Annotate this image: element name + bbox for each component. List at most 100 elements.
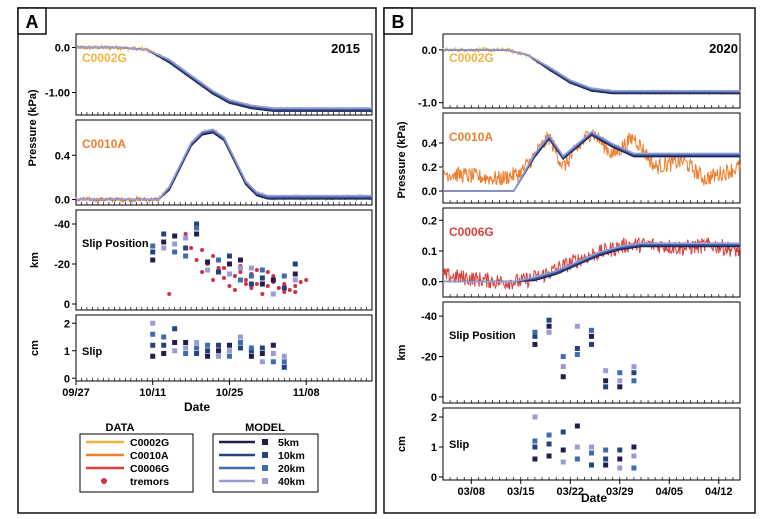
panel-a-subplot-3-model-point (226, 342, 232, 348)
panel-a-subplot-3-model-point (270, 342, 276, 348)
panel-a-frame (17, 7, 377, 514)
panel-b-subplot-3-model-point (560, 364, 566, 370)
panel-b-subplot-3-model-point (617, 370, 623, 376)
panel-a-subplot-2-model-point (292, 271, 298, 277)
panel-a-subplot-2-model-point (183, 235, 189, 241)
panel-b-subplot-0-station-label: C0002G (449, 51, 494, 65)
panel-a-subplot-3-model-point (270, 351, 276, 356)
legend-model-label-40km: 40km (278, 476, 305, 488)
panel-a-subplot-3-model-point (237, 340, 243, 345)
legend-data-label-C0006G: C0006G (130, 463, 169, 475)
panel-b-subplot-4-model-point (532, 438, 538, 444)
panel-a-subplot-2-ylabel: km (29, 252, 41, 268)
panel-a-pressure-label: Pressure (kPa) (27, 89, 39, 166)
panel-a-subplot-3-model-point (183, 351, 189, 356)
panel-a-subplot-2-model-point (237, 277, 243, 283)
legend-model-box (212, 433, 319, 493)
panel-b-subplot-4-model-point (574, 423, 580, 429)
panel-b-xtick-label: 03/08 (458, 486, 486, 498)
panel-a-subplot-1-station-label: C0010A (82, 137, 126, 151)
panel-a-subplot-3-model-point (161, 334, 167, 340)
panel-b-subplot-3-model-point (532, 341, 538, 347)
panel-b-subplot-0-ytick-label: 0.0 (422, 45, 437, 57)
panel-a-subplot-1-ytick-label: 0.0 (55, 194, 70, 206)
panel-a-subplot-2-model-point (172, 241, 178, 247)
panel-b-subplot-3-model-point (574, 352, 580, 358)
panel-b-subplot-4-ytick-label: 0 (431, 472, 437, 484)
panel-a-subplot-3-model-point (270, 359, 276, 365)
panel-b-subplot-0-ytick-label: -1.0 (418, 98, 437, 110)
panel-a-subplot-1-ytick-label: 0.4 (55, 150, 71, 162)
panel-b-frame (383, 7, 756, 514)
panel-b-tag: B (392, 12, 405, 32)
panel-b-subplot-3-model-point (546, 329, 552, 335)
panel-a-subplot-2-tremor (232, 288, 237, 292)
panel-b-subplot-1-station-label: C0010A (449, 130, 493, 144)
panel-a-subplot-2-tremor (271, 274, 276, 278)
panel-b-subplot-4-model-point (560, 447, 566, 453)
panel-a-subplot-2-tremor (183, 232, 188, 236)
legend-model-label-20km: 20km (278, 463, 305, 475)
panel-b-subplot-2-station-label: C0006G (449, 225, 494, 239)
panel-b-subplot-4-model-point (560, 459, 566, 465)
panel-a-xlabel: Date (184, 400, 210, 414)
panel-a-subplot-3-model-point (259, 345, 265, 351)
panel-a-subplot-2-tremor (211, 254, 216, 258)
panel-b-subplot-4-model-point (574, 456, 580, 462)
panel-a-subplot-0-model-40km (76, 46, 372, 109)
panel-a-subplot-2-model-point (172, 233, 178, 239)
panel-b-xtick-label: 03/29 (606, 486, 634, 498)
panel-a-subplot-3-title: Slip (82, 346, 102, 358)
panel-b-subplot-4-ytick-label: 1 (431, 442, 437, 454)
panel-b-subplot-3-model-point (560, 354, 566, 360)
panel-a-subplot-3-model-point (161, 342, 167, 348)
panel-a-subplot-3-model-point (248, 353, 254, 359)
panel-b-subplot-4-model-point (631, 444, 637, 450)
panel-b-subplot-2-ytick-label: 0.0 (422, 277, 437, 289)
panel-a-subplot-2-model-point (248, 273, 254, 279)
legend-data-label-C0010A: C0010A (130, 450, 169, 462)
panel-a-subplot-3-model-point (150, 331, 156, 337)
panel-a-subplot-3-model-point (205, 353, 211, 359)
panel-a-subplot-3-ytick-label: 1 (64, 346, 70, 358)
panel-a-subplot-3-model-point (237, 345, 243, 351)
panel-a-subplot-3-model-point (172, 340, 178, 345)
panel-b-subplot-3-title: Slip Position (449, 330, 516, 342)
legend-model-marker-20km (262, 465, 268, 471)
panel-a-subplot-2-model-point (150, 243, 156, 249)
panel-a-subplot-3-model-point (183, 345, 189, 351)
panel-b-subplot-3-model-point (617, 384, 623, 390)
panel-a-subplot-2-tremor (200, 248, 205, 252)
panel-b-subplot-2-ytick-label: 0.1 (422, 246, 437, 258)
panel-a-subplot-3-model-point (281, 364, 287, 370)
panel-a-subplot-3-model-point (150, 353, 156, 359)
panel-a-subplot-2-model-point (292, 261, 298, 267)
panel-a-subplot-3-model-point (161, 351, 167, 356)
panel-a-subplot-2-tremor (216, 266, 221, 270)
panel-b-subplot-3-ylabel: km (396, 344, 408, 360)
panel-a-subplot-2-model-point (183, 253, 189, 259)
panel-b-subplot-4-model-point (589, 462, 594, 468)
panel-b-pressure-label: Pressure (kPa) (396, 121, 408, 198)
panel-a-subplot-3-model-point (150, 320, 156, 326)
panel-a-subplot-1-model-40km (76, 128, 372, 201)
panel-a-subplot-3-model-point (259, 351, 265, 356)
panel-a-subplot-3-ytick-label: 2 (64, 318, 70, 330)
panel-a-subplot-2-model-point (237, 257, 243, 263)
panel-a-xtick-label: 09/27 (62, 387, 90, 399)
panel-b-subplot-3-model-point (631, 370, 637, 376)
panel-a-subplot-2-model-point (216, 269, 222, 275)
panel-a-subplot-2-model-point (194, 221, 200, 227)
panel-a-subplot-2-model-point (226, 271, 232, 277)
panel-a-subplot-2-model-point (248, 281, 254, 287)
panel-a-subplot-3-model-point (205, 342, 211, 348)
panel-b-subplot-3-model-point (546, 317, 552, 323)
panel-a-subplot-3-ylabel: cm (29, 340, 41, 356)
panel-b-tag-box (383, 7, 413, 35)
panel-a-subplot-2-model-point (226, 261, 232, 267)
panel-a-subplot-2-model-point (183, 245, 189, 251)
panel-a-subplot-2-model-point (237, 265, 243, 271)
panel-b-subplot-1-model-40km (443, 130, 740, 192)
